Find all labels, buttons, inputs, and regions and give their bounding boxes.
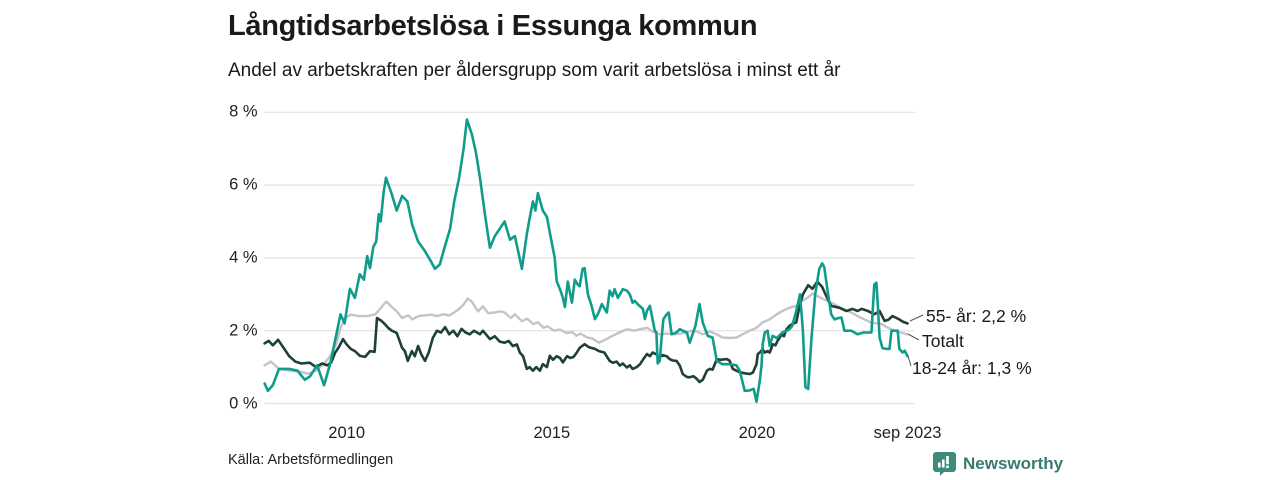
y-tick-label: 2 % <box>229 321 258 340</box>
x-tick-label: 2020 <box>738 424 776 442</box>
x-tick-label: 2015 <box>533 424 571 442</box>
y-tick-label: 8 % <box>229 102 258 121</box>
annotation-leader <box>907 333 920 341</box>
page-title: Långtidsarbetslösa i Essunga kommun <box>228 10 758 42</box>
source-note: Källa: Arbetsförmedlingen <box>228 452 394 468</box>
annotation-leader <box>909 314 924 322</box>
newsworthy-icon <box>933 452 956 476</box>
series-line-55-r <box>263 280 909 384</box>
annotation-label: 18-24 år: 1,3 % <box>912 358 1032 378</box>
annotation-leader <box>907 355 912 367</box>
y-tick-label: 6 % <box>229 175 258 194</box>
series-line-totalt <box>263 292 909 375</box>
page-subtitle: Andel av arbetskraften per åldersgrupp s… <box>228 60 841 81</box>
series-line-18-24-r <box>263 118 909 404</box>
y-tick-label: 4 % <box>229 248 258 267</box>
y-tick-label: 0 % <box>229 394 258 412</box>
annotation-label: 55- år: 2,2 % <box>926 306 1027 326</box>
x-tick-label: sep 2023 <box>873 424 942 442</box>
annotation-label: Totalt <box>922 331 964 351</box>
brand-name: Newsworthy <box>963 454 1064 473</box>
x-tick-label: 2010 <box>328 424 366 442</box>
newsworthy-logo: Newsworthy <box>933 452 1063 476</box>
